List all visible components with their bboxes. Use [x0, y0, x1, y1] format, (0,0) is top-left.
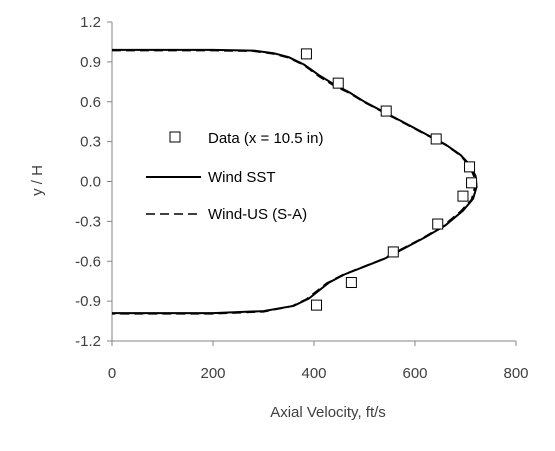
legend-marker-data: [169, 131, 181, 143]
x-tick-label: 400: [301, 365, 326, 382]
x-axis-title: Axial Velocity, ft/s: [270, 404, 386, 421]
data-point: [430, 133, 442, 145]
y-tick-label: -1.2: [75, 333, 101, 350]
data-point: [345, 277, 357, 289]
legend-label: Wind SST: [208, 169, 276, 186]
tick-labels: 1.2 0.9 0.6 0.3 0.0 -0.3 -0.6 -0.9 -1.2 0 200 400 60…: [75, 14, 528, 382]
x-tick-label: 0: [108, 365, 116, 382]
y-tick-label: -0.3: [75, 213, 101, 230]
y-tick-label: 0.9: [80, 54, 101, 71]
y-tick-label: 0.0: [80, 174, 101, 191]
series-lines: [112, 48, 478, 315]
data-point: [457, 190, 469, 202]
series-line-2: [112, 49, 476, 315]
x-tick-label: 800: [503, 365, 528, 382]
legend-label: Wind-US (S-A): [208, 206, 307, 223]
data-point: [387, 246, 399, 258]
series-markers: [300, 48, 478, 311]
y-tick-label: 0.6: [80, 94, 101, 111]
axes: [107, 21, 517, 346]
y-tick-label: 1.2: [80, 14, 101, 31]
data-point: [300, 48, 312, 60]
x-tick-label: 600: [402, 365, 427, 382]
data-point: [432, 218, 444, 230]
data-point: [311, 299, 323, 311]
y-tick-label: -0.9: [75, 293, 101, 310]
legend: Data (x = 10.5 in) Wind SST Wind-US (S-A): [146, 130, 323, 223]
y-axis-title: y / H: [29, 165, 46, 196]
legend-label: Data (x = 10.5 in): [208, 130, 323, 147]
data-point: [380, 105, 392, 117]
data-point: [332, 77, 344, 89]
y-tick-label: -0.6: [75, 253, 101, 270]
data-point: [464, 161, 476, 173]
y-tick-label: 0.3: [80, 134, 101, 151]
x-tick-label: 200: [200, 365, 225, 382]
data-point: [466, 177, 478, 189]
